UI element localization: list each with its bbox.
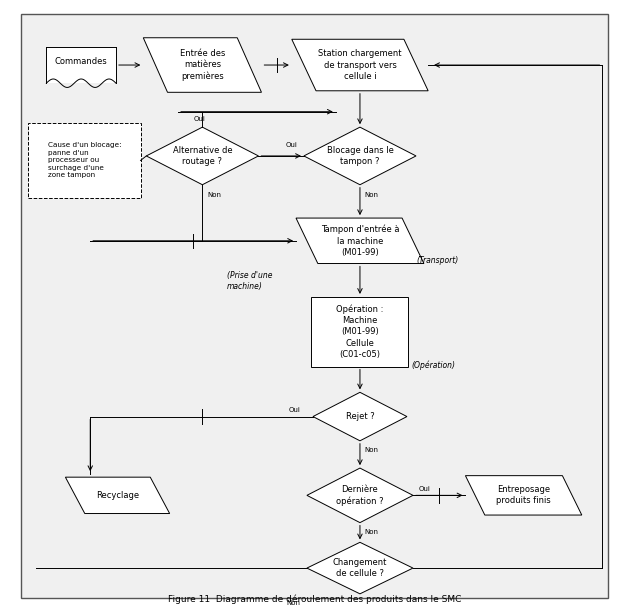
FancyBboxPatch shape [311, 297, 408, 367]
Text: Rejet ?: Rejet ? [345, 412, 374, 421]
Polygon shape [143, 38, 262, 93]
Text: Changement
de cellule ?: Changement de cellule ? [333, 558, 387, 578]
Text: Non: Non [287, 600, 301, 606]
Text: Non: Non [207, 192, 221, 198]
Polygon shape [465, 476, 582, 515]
Text: Blocage dans le
tampon ?: Blocage dans le tampon ? [326, 146, 393, 166]
Polygon shape [304, 127, 416, 185]
Text: Alternative de
routage ?: Alternative de routage ? [172, 146, 232, 166]
Text: Non: Non [365, 529, 379, 535]
Text: Oui: Oui [286, 142, 298, 148]
Polygon shape [307, 543, 413, 594]
Text: Oui: Oui [193, 116, 205, 122]
Polygon shape [65, 477, 170, 513]
Polygon shape [307, 468, 413, 523]
Text: Non: Non [365, 192, 379, 198]
FancyBboxPatch shape [21, 13, 608, 599]
Text: (Opération): (Opération) [411, 361, 455, 370]
Polygon shape [313, 392, 407, 441]
Text: Figure 11  Diagramme de déroulement des produits dans le SMC: Figure 11 Diagramme de déroulement des p… [168, 595, 461, 605]
Text: Commandes: Commandes [55, 57, 108, 66]
Text: Non: Non [365, 447, 379, 453]
FancyBboxPatch shape [28, 122, 140, 199]
Text: (Prise d'une
machine): (Prise d'une machine) [226, 272, 272, 290]
Text: Oui: Oui [419, 486, 431, 492]
Text: Entrée des
matières
premières: Entrée des matières premières [180, 49, 225, 81]
Text: Entreposage
produits finis: Entreposage produits finis [496, 485, 551, 505]
Polygon shape [296, 218, 424, 264]
Text: (Transport): (Transport) [416, 256, 459, 265]
Text: Recyclage: Recyclage [96, 491, 139, 500]
Polygon shape [292, 39, 428, 91]
Text: Tampon d'entrée à
la machine
(M01-99): Tampon d'entrée à la machine (M01-99) [321, 225, 399, 256]
Polygon shape [147, 127, 259, 185]
Text: Oui: Oui [289, 407, 301, 414]
Text: Opération :
Machine
(M01-99)
Cellule
(C01-c05): Opération : Machine (M01-99) Cellule (C0… [337, 304, 384, 359]
Text: Dernière
opération ?: Dernière opération ? [336, 485, 384, 505]
Text: Cause d'un blocage:
panne d'un
processeur ou
surchage d'une
zone tampon: Cause d'un blocage: panne d'un processeu… [48, 143, 121, 178]
Text: Station chargement
de transport vers
cellule i: Station chargement de transport vers cel… [318, 49, 402, 80]
FancyBboxPatch shape [47, 47, 116, 83]
